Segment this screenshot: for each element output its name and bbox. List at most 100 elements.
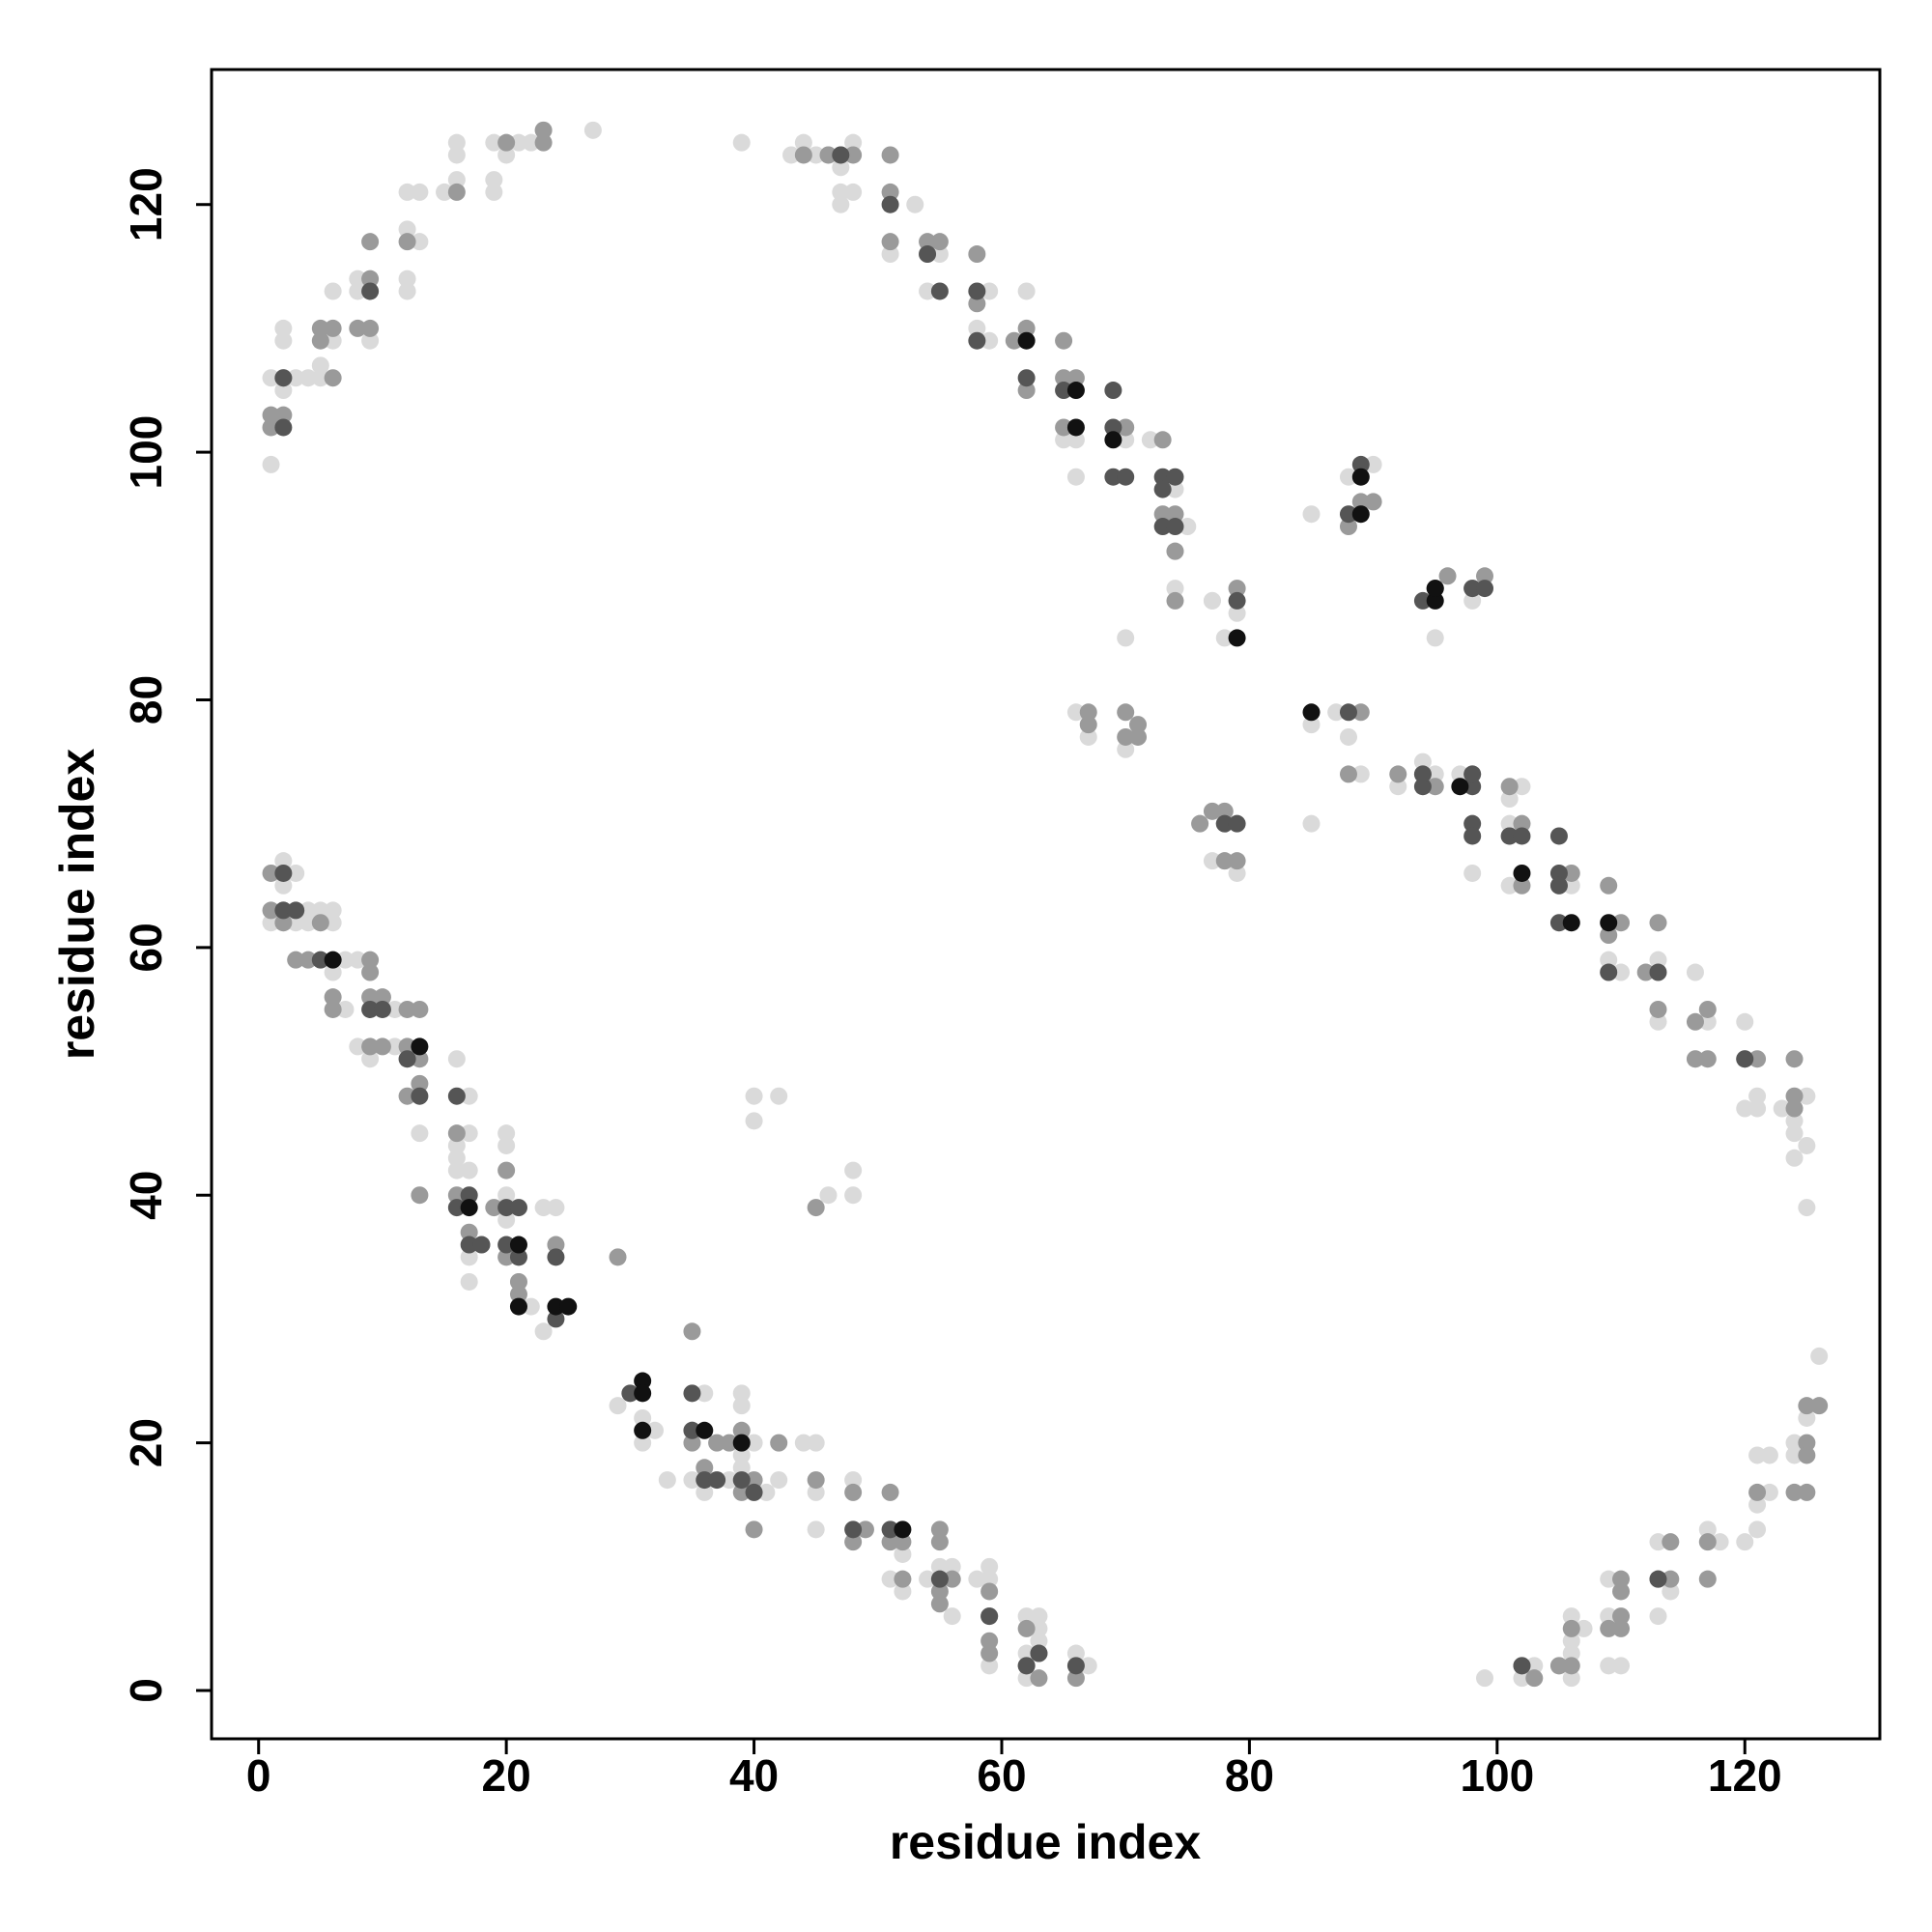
point	[287, 864, 305, 882]
point	[311, 319, 329, 337]
point	[844, 1533, 863, 1551]
point	[1562, 1632, 1580, 1650]
point	[1612, 1570, 1631, 1588]
point	[274, 406, 293, 424]
point	[807, 1520, 825, 1539]
point	[930, 1520, 949, 1539]
point	[1066, 703, 1085, 722]
point	[1302, 505, 1321, 524]
point	[1055, 331, 1073, 350]
point	[1463, 814, 1482, 833]
point	[373, 1000, 391, 1018]
point	[1600, 926, 1618, 945]
point	[1736, 1012, 1754, 1031]
point	[1463, 765, 1482, 783]
point	[844, 1161, 863, 1179]
point	[274, 901, 293, 920]
point	[1426, 591, 1444, 610]
point	[1698, 1520, 1717, 1539]
plot-frame	[210, 68, 1882, 1741]
point	[819, 146, 838, 164]
point	[509, 1285, 527, 1303]
point	[547, 1236, 565, 1254]
point	[1066, 1657, 1085, 1675]
point	[844, 1186, 863, 1205]
point	[1636, 963, 1655, 981]
point	[497, 146, 516, 164]
point	[732, 133, 751, 152]
point	[447, 146, 466, 164]
point	[349, 270, 367, 288]
point	[745, 1112, 763, 1130]
point	[1017, 1644, 1036, 1662]
point	[1451, 778, 1469, 796]
point	[1798, 1483, 1816, 1501]
point	[621, 1384, 639, 1403]
point	[509, 133, 527, 152]
point	[794, 1434, 812, 1452]
point	[1129, 727, 1148, 746]
point	[274, 914, 293, 932]
point	[1463, 591, 1482, 610]
point	[1600, 1619, 1618, 1637]
point	[1426, 629, 1444, 647]
point	[1686, 1050, 1704, 1068]
point	[1612, 963, 1631, 981]
point	[1649, 914, 1667, 932]
point	[732, 1434, 751, 1452]
point	[447, 171, 466, 189]
point	[1339, 765, 1357, 783]
point	[881, 245, 899, 264]
point	[832, 195, 850, 213]
point	[1066, 369, 1085, 387]
point	[1649, 951, 1667, 969]
point	[968, 1570, 986, 1588]
point	[1351, 765, 1370, 783]
point	[1513, 778, 1531, 796]
point	[1066, 382, 1085, 400]
point	[1166, 518, 1184, 536]
point	[696, 1459, 714, 1477]
point	[1017, 1607, 1036, 1626]
point	[1798, 1408, 1816, 1427]
point	[1612, 1582, 1631, 1601]
point	[1600, 1607, 1618, 1626]
point	[1066, 431, 1085, 449]
point	[497, 1136, 516, 1154]
point	[919, 233, 937, 251]
point	[696, 1483, 714, 1501]
point	[844, 1471, 863, 1490]
point	[745, 1434, 763, 1452]
point	[262, 901, 280, 920]
point	[634, 1408, 652, 1427]
point	[447, 1161, 466, 1179]
point	[1426, 765, 1444, 783]
point	[1476, 580, 1494, 598]
point	[1302, 716, 1321, 734]
point	[634, 1434, 652, 1452]
point	[1649, 1000, 1667, 1018]
point	[807, 146, 825, 164]
point	[485, 183, 503, 201]
point	[1203, 802, 1221, 820]
x-tick-label: 20	[482, 1750, 531, 1801]
point	[1055, 431, 1073, 449]
point	[349, 951, 367, 969]
point	[894, 1545, 912, 1563]
point	[1600, 914, 1618, 932]
point	[1686, 1012, 1704, 1031]
point	[1438, 567, 1457, 585]
point	[398, 1000, 416, 1018]
point	[324, 988, 342, 1007]
point	[782, 146, 801, 164]
point	[1810, 1347, 1829, 1365]
point	[447, 133, 466, 152]
point	[894, 1570, 912, 1588]
point	[522, 1297, 540, 1316]
point	[1389, 765, 1407, 783]
point	[980, 1570, 999, 1588]
point	[980, 1644, 999, 1662]
x-tick-label: 0	[246, 1750, 271, 1801]
point	[720, 1434, 738, 1452]
point	[1612, 1619, 1631, 1637]
